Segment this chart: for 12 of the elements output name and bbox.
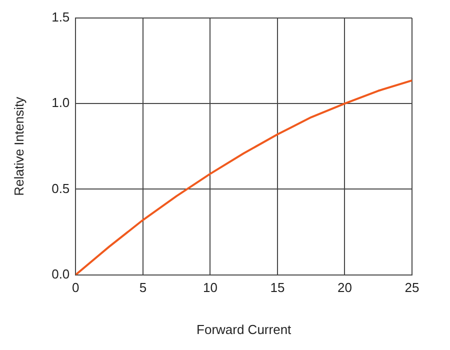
x-tick-label: 15 [270,280,285,296]
x-tick-label: 25 [404,280,420,296]
y-tick-label: 1.0 [52,95,70,110]
y-tick-label: 0.5 [52,180,70,196]
x-tick-label: 10 [202,280,218,296]
x-tick-label: 5 [139,280,147,296]
y-axis-title: Relative Intensity [11,96,26,196]
x-tick-label: 20 [338,280,352,296]
y-tick-label: 0.0 [52,266,70,282]
y-tick-label: 1.5 [52,10,70,25]
x-axis-title: Forward Current [196,322,292,337]
x-tick-label: 0 [72,280,80,296]
